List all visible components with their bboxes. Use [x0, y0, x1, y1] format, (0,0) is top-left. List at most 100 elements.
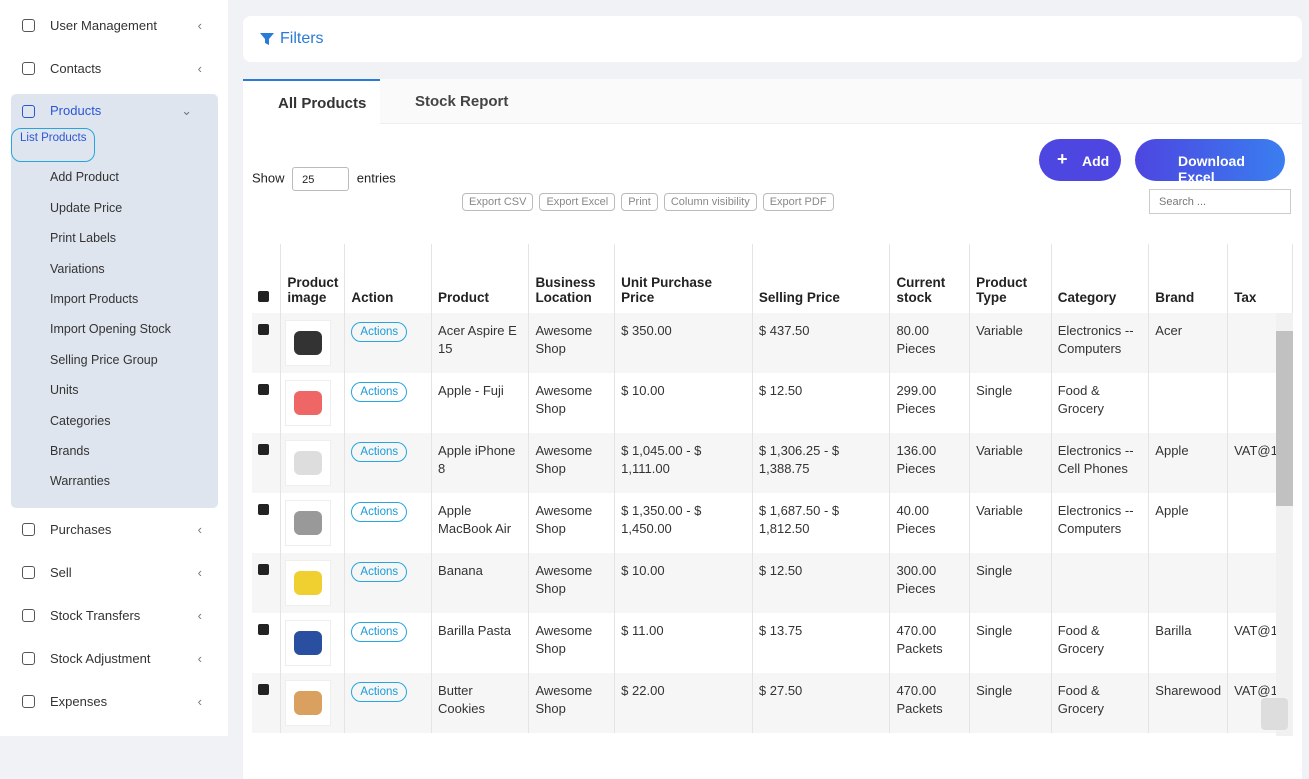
header-cell[interactable]: Product Type — [969, 244, 1052, 313]
checkbox[interactable] — [258, 684, 269, 695]
cell: Awesome Shop — [528, 673, 616, 733]
cell-text: 136.00 Pieces — [896, 443, 937, 476]
header-cell[interactable]: Selling Price — [752, 244, 891, 313]
product-photo — [294, 451, 323, 475]
download-button[interactable]: Download Excel — [1135, 139, 1285, 185]
submenu-item[interactable]: Categories — [50, 413, 111, 428]
header-cell[interactable]: Current stock — [889, 244, 971, 313]
cell-text: Awesome Shop — [535, 623, 593, 656]
menu-group: Products ⌄ List Products Add Product Update … — [11, 94, 218, 508]
export-button[interactable]: Export Excel — [539, 193, 616, 211]
cell: Single — [969, 553, 1052, 613]
header-cell[interactable]: Action — [344, 244, 433, 313]
menu-item[interactable]: Stock Adjustment ‹ — [0, 637, 228, 680]
cell — [252, 493, 282, 553]
scroll-thumb[interactable] — [1276, 331, 1293, 506]
actions-button[interactable]: Actions — [351, 562, 408, 582]
actions-button[interactable]: Actions — [351, 382, 408, 402]
submenu-item[interactable]: Brands — [50, 443, 90, 458]
cell: Electronics -- Computers — [1051, 493, 1150, 553]
filters-box[interactable]: Filters — [243, 16, 1302, 62]
menu-item[interactable]: Purchases ‹ — [0, 508, 228, 551]
export-button[interactable]: Export CSV — [462, 193, 534, 211]
cell: Food & Grocery — [1051, 373, 1150, 433]
menu-label: Purchases — [50, 521, 112, 537]
header-cell[interactable]: Business Location — [528, 244, 616, 313]
checkbox[interactable] — [258, 291, 269, 302]
search-input[interactable]: Search ... — [1149, 189, 1291, 214]
submenu-item[interactable]: Warranties — [50, 474, 110, 489]
product-image — [285, 320, 332, 366]
header-cell[interactable]: Tax — [1227, 244, 1293, 313]
header-cell[interactable]: Brand — [1148, 244, 1229, 313]
cell-text: Awesome Shop — [535, 683, 593, 716]
export-buttons: Export CSV Export Excel Print Column visibi… — [462, 192, 840, 211]
actions-button[interactable]: Actions — [351, 622, 408, 642]
submenu-item[interactable]: Add Product — [50, 170, 119, 185]
export-button[interactable]: Column visibility — [663, 193, 757, 211]
chevron: ‹ — [197, 693, 202, 709]
actions-button[interactable]: Actions — [351, 322, 408, 342]
product-photo — [294, 631, 323, 655]
export-button[interactable]: Export PDF — [762, 193, 834, 211]
submenu-item[interactable]: Import Products — [50, 291, 139, 306]
cell-text: $ 350.00 — [621, 323, 672, 338]
submenu-item[interactable]: Selling Price Group — [50, 352, 158, 367]
submenu-item[interactable]: Variations — [50, 261, 105, 276]
actions-button[interactable]: Actions — [351, 502, 408, 522]
checkbox[interactable] — [258, 444, 269, 455]
menu-item[interactable]: Expenses ‹ — [0, 680, 228, 723]
cell — [1051, 553, 1150, 613]
header-cell[interactable]: Unit Purchase Price — [614, 244, 753, 313]
add-button[interactable]: + Add — [1039, 139, 1121, 181]
checkbox[interactable] — [258, 624, 269, 635]
cell-text: $ 11.00 — [621, 623, 664, 638]
header-cell[interactable]: Product image — [280, 244, 346, 313]
table-row: Actions Acer Aspire E 15 Awesome Shop $ 350… — [252, 313, 1293, 373]
cell: $ 12.50 — [752, 553, 891, 613]
tab-active[interactable]: All Products — [243, 79, 380, 123]
checkbox[interactable] — [258, 504, 269, 515]
menu-item[interactable]: Stock Transfers ‹ — [0, 594, 228, 637]
length-select[interactable]: 25 — [292, 167, 350, 191]
cell: Apple MacBook Air — [431, 493, 530, 553]
tab[interactable]: Stock Report — [380, 79, 1302, 124]
checkbox[interactable] — [258, 564, 269, 575]
submenu-item[interactable]: Import Opening Stock — [50, 322, 171, 337]
checkbox[interactable] — [258, 324, 269, 335]
cell — [252, 373, 282, 433]
submenu-item[interactable]: Units — [50, 383, 79, 398]
menu-item[interactable]: Products ⌄ — [11, 94, 218, 128]
cell-text: Awesome Shop — [535, 443, 593, 476]
checkbox[interactable] — [258, 384, 269, 395]
menu-item[interactable]: User Management ‹ — [0, 4, 228, 47]
actions-button[interactable]: Actions — [351, 682, 408, 702]
menu-item[interactable]: Contacts ‹ — [0, 47, 228, 90]
cell: Food & Grocery — [1051, 613, 1150, 673]
header-row: Product image Action Product Business Locat… — [252, 244, 1293, 313]
export-button[interactable]: Print — [621, 193, 658, 211]
actions-button[interactable]: Actions — [351, 442, 408, 462]
menu-label: Stock Transfers — [50, 607, 141, 623]
cell-text: Banana — [438, 563, 483, 578]
menu-label: Stock Adjustment — [50, 650, 151, 666]
cell-text: 40.00 Pieces — [896, 503, 936, 536]
cell-text: Awesome Shop — [535, 323, 593, 356]
header-cell[interactable]: Category — [1051, 244, 1150, 313]
submenu-item[interactable]: Print Labels — [50, 231, 117, 246]
cell: Actions — [344, 313, 433, 373]
header-cell[interactable]: Product — [431, 244, 530, 313]
add-label: Add — [1082, 153, 1110, 169]
cell-text: $ 1,350.00 - $ 1,450.00 — [621, 503, 702, 536]
menu-icon — [22, 522, 35, 536]
product-image — [285, 380, 332, 426]
cell-text: Food & Grocery — [1057, 623, 1104, 656]
cell-text: 300.00 Pieces — [896, 563, 937, 596]
submenu-item[interactable]: List Products — [11, 128, 96, 163]
menu-item[interactable]: Sell ‹ — [0, 551, 228, 594]
cell-text: VAT@1 — [1234, 623, 1278, 638]
scroll-top-button[interactable] — [1261, 698, 1288, 730]
cell-text: Barilla — [1155, 623, 1192, 638]
submenu-item[interactable]: Update Price — [50, 200, 123, 215]
